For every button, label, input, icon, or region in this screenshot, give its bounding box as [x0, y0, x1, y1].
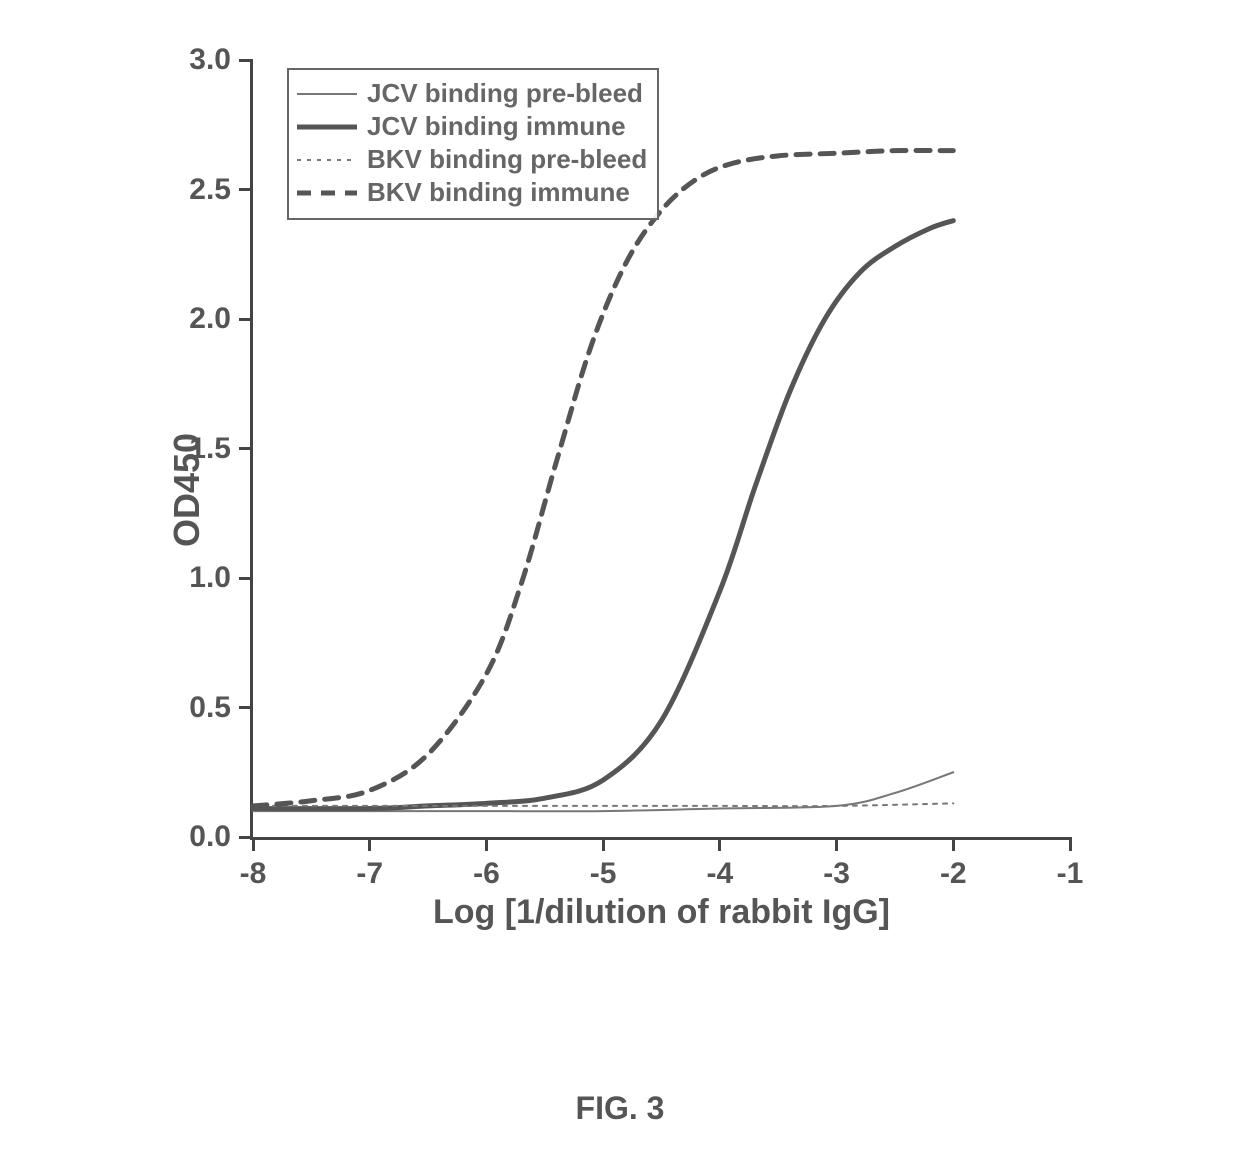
legend-label: JCV binding pre-bleed [367, 78, 643, 109]
y-tick [239, 447, 253, 450]
x-tick [602, 837, 605, 851]
figure-caption: FIG. 3 [576, 1090, 665, 1127]
y-tick-label: 1.0 [189, 561, 231, 595]
y-tick-label: 0.5 [189, 691, 231, 725]
y-tick [239, 59, 253, 62]
y-tick [239, 188, 253, 191]
legend-row: BKV binding immune [297, 177, 647, 208]
x-tick-label: -8 [240, 857, 267, 891]
legend: JCV binding pre-bleedJCV binding immuneB… [287, 68, 659, 220]
x-tick-label: -7 [356, 857, 383, 891]
legend-swatch [297, 183, 357, 203]
y-tick-label: 0.0 [189, 820, 231, 854]
y-tick-label: 1.5 [189, 432, 231, 466]
y-tick-label: 2.5 [189, 173, 231, 207]
legend-swatch [297, 150, 357, 170]
legend-swatch [297, 117, 357, 137]
x-tick-label: -6 [473, 857, 500, 891]
x-tick-label: -3 [823, 857, 850, 891]
legend-row: JCV binding immune [297, 111, 647, 142]
chart-container: OD450 JCV binding pre-bleedJCV binding i… [100, 30, 1140, 950]
x-tick [1069, 837, 1072, 851]
legend-label: BKV binding pre-bleed [367, 144, 647, 175]
x-tick [835, 837, 838, 851]
x-tick-label: -4 [707, 857, 734, 891]
y-tick-label: 2.0 [189, 302, 231, 336]
x-axis-title: Log [1/dilution of rabbit IgG] [433, 893, 890, 932]
legend-row: BKV binding pre-bleed [297, 144, 647, 175]
x-tick-label: -5 [590, 857, 617, 891]
series-curve [253, 150, 953, 805]
y-tick [239, 577, 253, 580]
x-tick [718, 837, 721, 851]
legend-label: BKV binding immune [367, 177, 630, 208]
y-tick [239, 318, 253, 321]
x-tick [952, 837, 955, 851]
x-tick [252, 837, 255, 851]
legend-swatch [297, 84, 357, 104]
y-tick [239, 706, 253, 709]
series-curve [253, 221, 953, 809]
x-tick-label: -2 [940, 857, 967, 891]
legend-row: JCV binding pre-bleed [297, 78, 647, 109]
x-tick-label: -1 [1057, 857, 1084, 891]
x-tick [368, 837, 371, 851]
plot-area: JCV binding pre-bleedJCV binding immuneB… [250, 60, 1070, 840]
legend-label: JCV binding immune [367, 111, 626, 142]
y-tick-label: 3.0 [189, 43, 231, 77]
x-tick [485, 837, 488, 851]
